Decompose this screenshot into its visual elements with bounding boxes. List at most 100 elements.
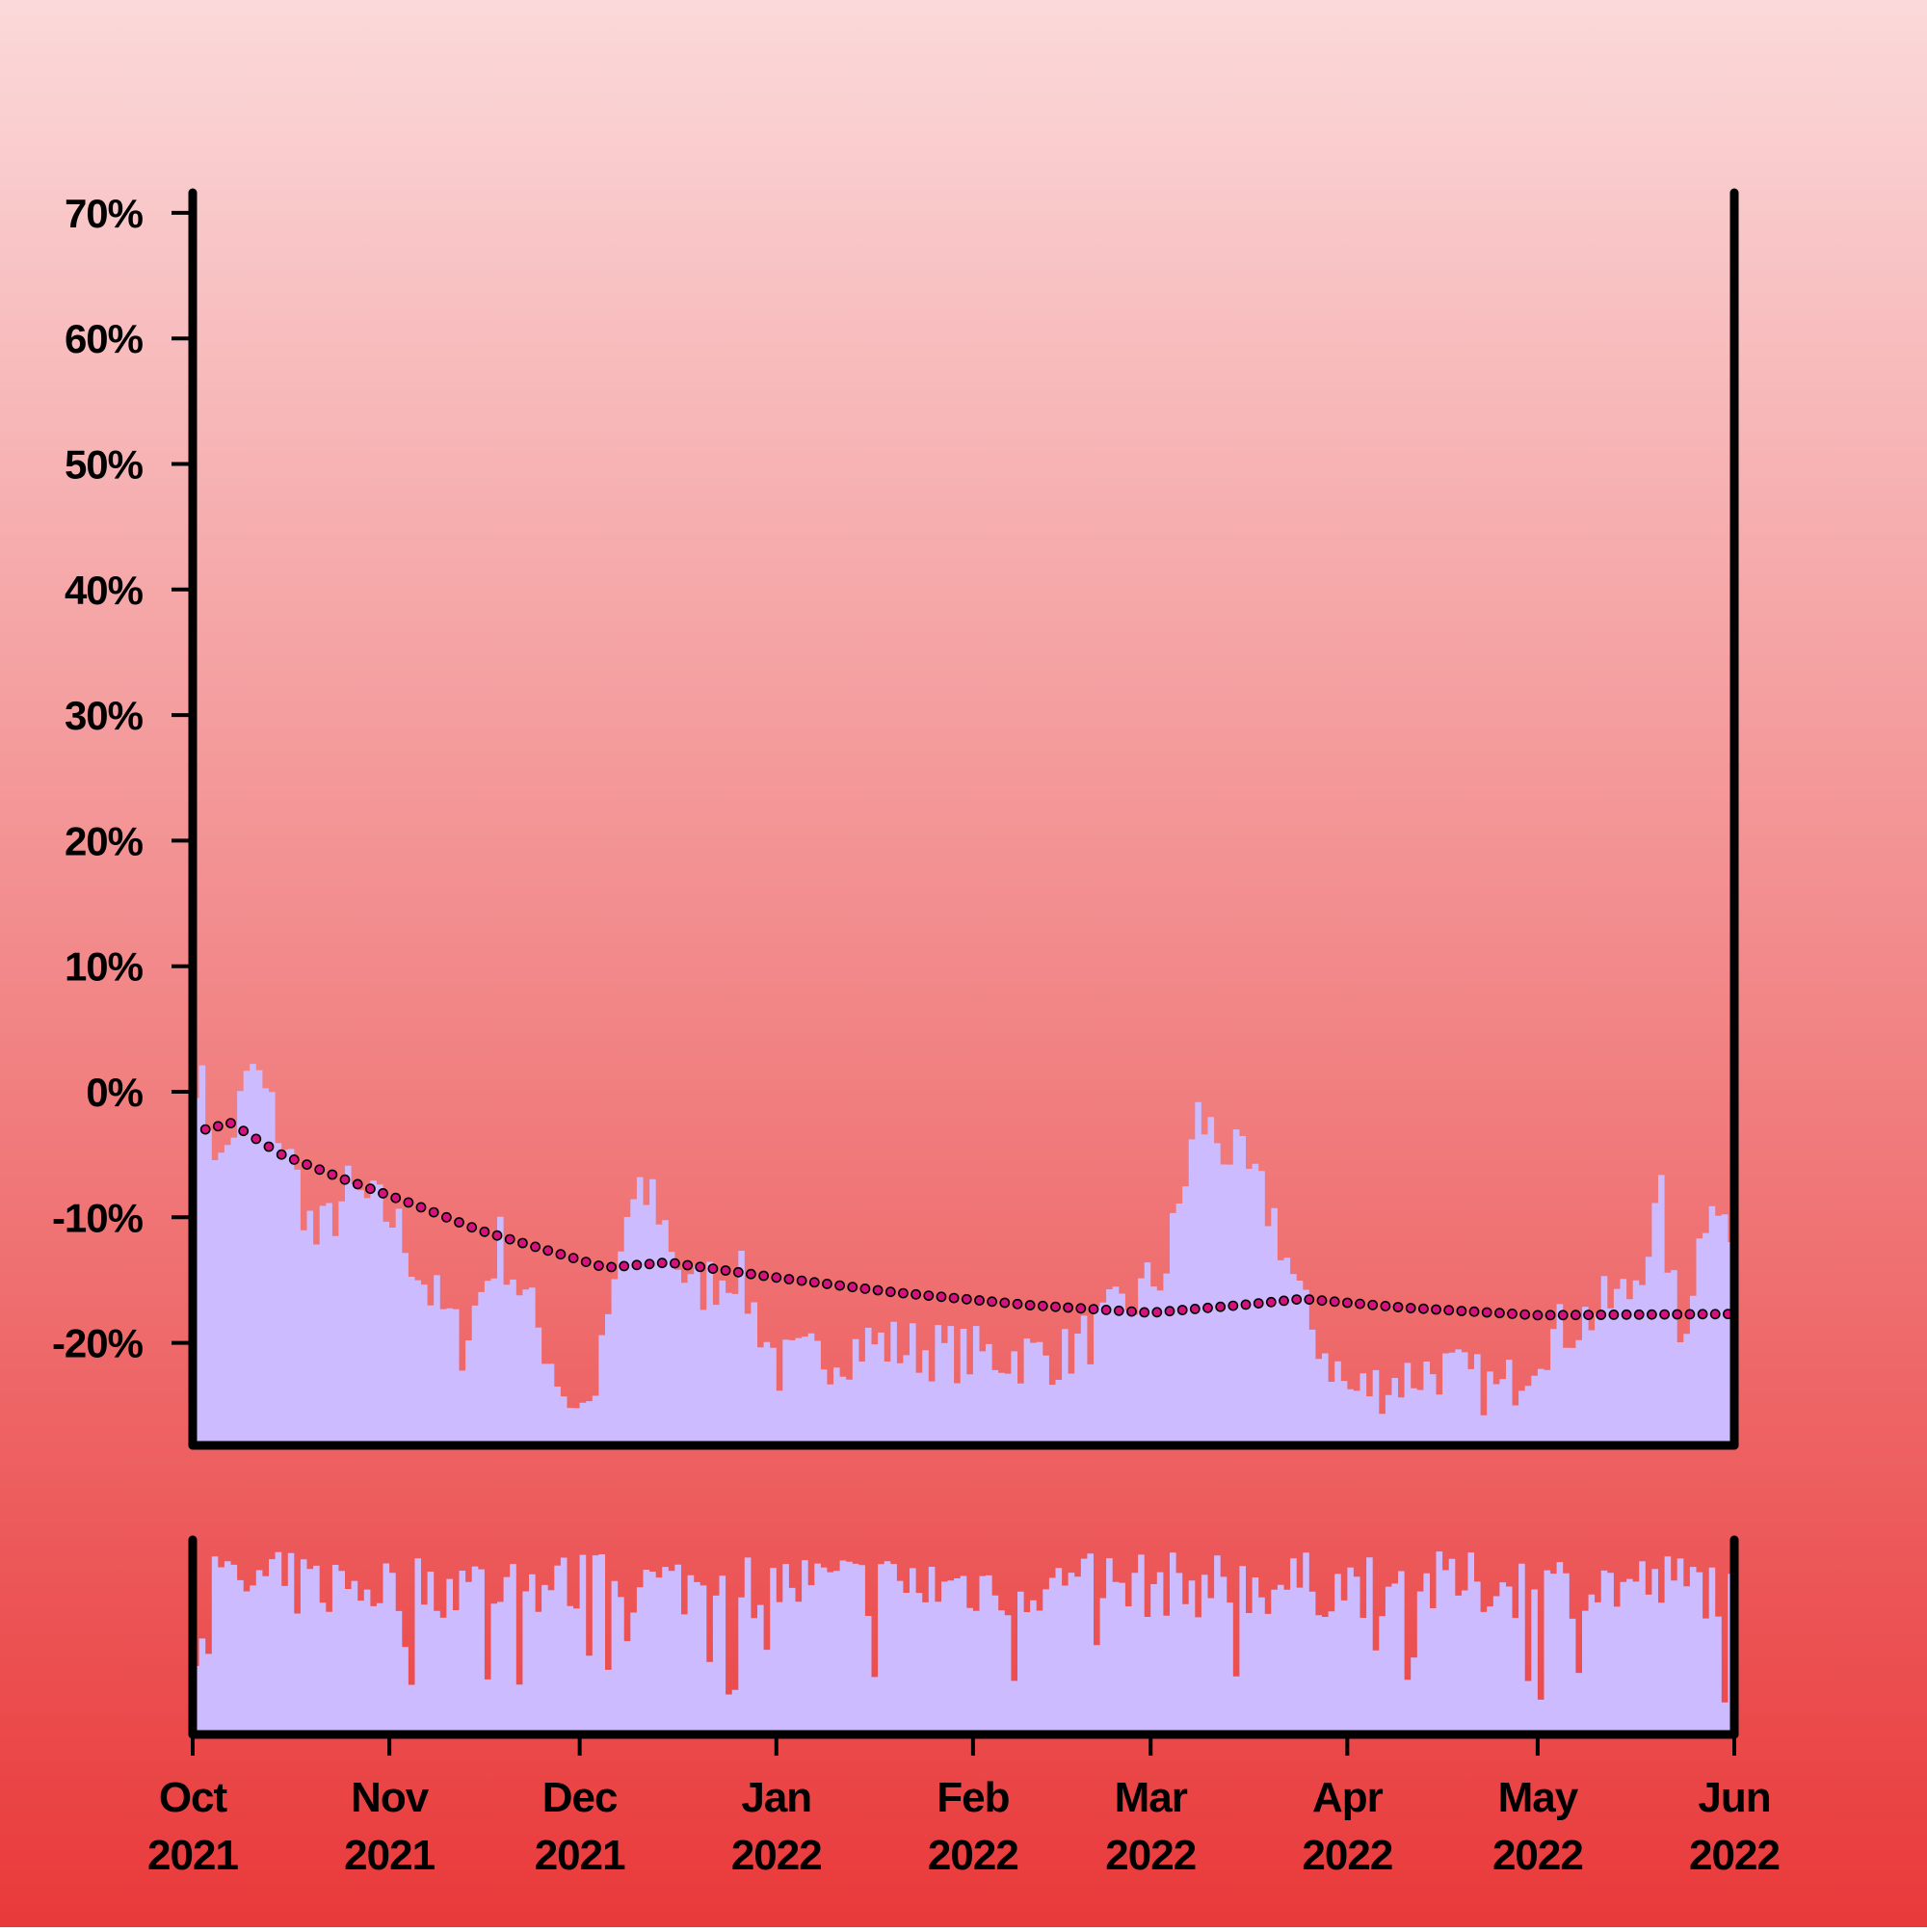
trend-point <box>1507 1309 1518 1319</box>
trend-point <box>1126 1306 1137 1317</box>
main-area-series <box>193 1064 1734 1445</box>
trend-line-series <box>199 1118 1733 1321</box>
trend-point <box>1494 1308 1505 1319</box>
x-tick-label-month: Nov <box>351 1774 430 1821</box>
x-tick-label-month: Feb <box>937 1774 1009 1821</box>
trend-point <box>212 1121 224 1132</box>
trend-point <box>1291 1294 1303 1305</box>
trend-point <box>555 1249 567 1260</box>
trend-point <box>808 1277 820 1288</box>
y-tick-label: 10% <box>65 944 144 990</box>
trend-point <box>1431 1304 1441 1315</box>
trend-point <box>1532 1310 1544 1321</box>
trend-point <box>771 1272 782 1284</box>
trend-point <box>961 1293 972 1305</box>
trend-point <box>225 1118 236 1128</box>
trend-point <box>796 1275 807 1286</box>
trend-point <box>440 1211 452 1223</box>
trend-point <box>1684 1309 1696 1320</box>
trend-point <box>923 1290 935 1301</box>
x-tick-label-year: 2021 <box>147 1832 238 1879</box>
trend-point <box>1456 1306 1467 1316</box>
trend-point <box>530 1241 541 1253</box>
trend-point <box>1189 1304 1201 1314</box>
y-tick-label: 40% <box>65 568 144 613</box>
trend-point <box>644 1258 655 1270</box>
trend-point <box>1342 1297 1353 1309</box>
x-tick-label-year: 2022 <box>1492 1832 1583 1879</box>
trend-point <box>1367 1299 1379 1310</box>
trend-point <box>238 1125 250 1137</box>
trend-point <box>1253 1298 1264 1309</box>
trend-point <box>822 1279 832 1289</box>
trend-point <box>974 1295 985 1306</box>
trend-point <box>987 1296 997 1308</box>
y-tick-label: 0% <box>86 1070 143 1115</box>
trend-point <box>682 1259 693 1271</box>
trend-point <box>568 1253 579 1263</box>
trend-point <box>1596 1310 1607 1320</box>
trend-point <box>1202 1302 1213 1313</box>
trend-point <box>758 1270 769 1282</box>
x-tick-label-year: 2022 <box>1689 1832 1780 1879</box>
trend-point <box>898 1287 909 1299</box>
trend-point <box>656 1257 668 1269</box>
trend-point <box>403 1197 414 1208</box>
trend-point <box>339 1174 351 1185</box>
trend-point <box>352 1178 363 1190</box>
trend-point <box>594 1260 604 1271</box>
trend-point <box>1113 1305 1124 1316</box>
y-tick-label: -10% <box>52 1195 144 1240</box>
trend-point <box>1418 1303 1429 1314</box>
trend-point <box>1329 1296 1340 1308</box>
trend-point <box>1468 1306 1480 1317</box>
x-tick-label-month: May <box>1498 1774 1579 1821</box>
trend-point <box>1176 1305 1188 1315</box>
trend-point <box>1151 1307 1163 1318</box>
trend-point <box>1304 1294 1315 1305</box>
y-tick-label: 20% <box>65 818 144 863</box>
trend-point <box>1633 1309 1645 1320</box>
trend-point <box>1279 1295 1289 1307</box>
trend-point <box>390 1192 402 1204</box>
trend-point <box>1672 1309 1683 1320</box>
trend-point <box>327 1169 338 1180</box>
trend-point <box>504 1233 515 1245</box>
trend-point <box>746 1268 756 1280</box>
trend-point <box>1659 1309 1670 1320</box>
trend-point <box>1583 1310 1594 1320</box>
trend-point <box>1608 1310 1620 1320</box>
navigator-plot-area <box>193 1551 1734 1734</box>
trend-point <box>911 1288 921 1300</box>
trend-point <box>1380 1301 1391 1311</box>
trend-point <box>454 1217 464 1228</box>
trend-point <box>1544 1310 1556 1321</box>
trend-point <box>1355 1298 1365 1310</box>
y-tick-label: 60% <box>65 316 144 361</box>
trend-point <box>263 1141 275 1152</box>
trend-point <box>364 1183 376 1195</box>
trend-point <box>1012 1298 1023 1310</box>
trend-point <box>479 1226 490 1237</box>
trend-point <box>1265 1296 1277 1308</box>
trend-point <box>720 1265 731 1276</box>
main-plot-area <box>193 1064 1734 1445</box>
trend-point <box>847 1282 858 1293</box>
trend-point <box>606 1261 617 1273</box>
trend-point <box>936 1291 947 1303</box>
x-tick-label-month: Dec <box>542 1774 618 1821</box>
x-axis-ticks: Oct 2021 Nov 2021 Dec 2021 Jan 2022 Feb 2022 Mar 20… <box>147 1734 1781 1879</box>
trend-point <box>415 1202 427 1213</box>
x-tick-label-year: 2022 <box>731 1832 822 1879</box>
trend-point <box>884 1286 896 1298</box>
x-tick-label-month: Mar <box>1115 1774 1188 1821</box>
trend-point <box>1697 1309 1708 1320</box>
trend-point <box>428 1206 439 1218</box>
trend-point <box>732 1266 744 1278</box>
trend-point <box>1139 1307 1150 1318</box>
trend-point <box>1557 1310 1569 1321</box>
trend-point <box>314 1164 326 1176</box>
trend-point <box>1316 1295 1328 1307</box>
x-tick-label-month: Oct <box>159 1774 228 1821</box>
